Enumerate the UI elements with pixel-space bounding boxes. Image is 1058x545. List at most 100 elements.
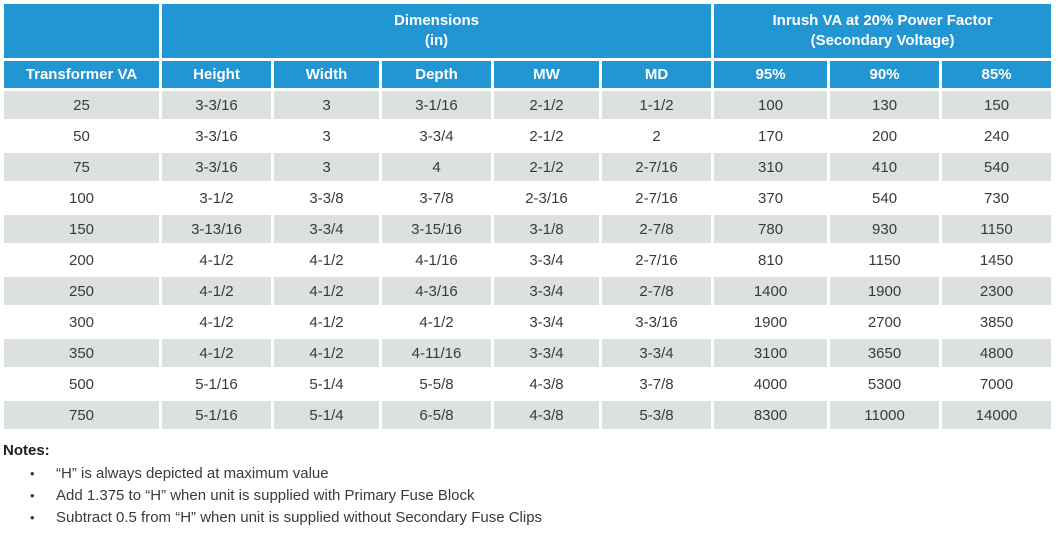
table-cell: 100 xyxy=(1,181,162,215)
note-item: • Subtract 0.5 from “H” when unit is sup… xyxy=(3,507,1003,529)
table-cell: 4-1/2 xyxy=(159,274,274,308)
group-header-row: Dimensions (in) Inrush VA at 20% Power Fa… xyxy=(1,1,1055,61)
table-cell: 4000 xyxy=(711,367,831,401)
table-cell: 14000 xyxy=(939,398,1055,432)
bullet-icon: • xyxy=(30,488,35,503)
table-cell: 540 xyxy=(939,150,1055,184)
table-cell: 100 xyxy=(711,88,831,122)
table-cell: 4-11/16 xyxy=(379,336,494,370)
table-row: 250 4-1/2 4-1/2 4-3/16 3-3/4 2-7/8 1400 1900 230… xyxy=(1,274,1055,308)
table-cell: 3-3/16 xyxy=(159,88,274,122)
table-cell: 5-1/4 xyxy=(271,367,382,401)
table-cell: 1-1/2 xyxy=(598,88,715,122)
table-cell: 370 xyxy=(711,181,831,215)
table-cell: 3850 xyxy=(939,305,1055,339)
table-cell: 780 xyxy=(711,212,831,246)
table-cell: 2-7/16 xyxy=(598,150,715,184)
table-cell: 8300 xyxy=(711,398,831,432)
table-cell: 1450 xyxy=(939,243,1055,277)
table-cell: 2 xyxy=(598,119,715,153)
table-cell: 3-3/4 xyxy=(598,336,715,370)
table-cell: 3-3/4 xyxy=(271,212,382,246)
table-cell: 4-1/2 xyxy=(271,336,382,370)
table-cell: 3-3/16 xyxy=(598,305,715,339)
table-cell: 3-1/2 xyxy=(159,181,274,215)
table-cell: 1900 xyxy=(711,305,831,339)
table-cell: 2-7/8 xyxy=(598,274,715,308)
table-cell: 5-1/16 xyxy=(159,367,274,401)
column-header-cell: 90% xyxy=(827,58,943,91)
table-cell: 3 xyxy=(271,150,382,184)
table-cell: 170 xyxy=(711,119,831,153)
table-row: 350 4-1/2 4-1/2 4-11/16 3-3/4 3-3/4 3100 3650 48… xyxy=(1,336,1055,370)
table-cell: 5-1/4 xyxy=(271,398,382,432)
table-row: 300 4-1/2 4-1/2 4-1/2 3-3/4 3-3/16 1900 2700 385… xyxy=(1,305,1055,339)
note-text: Add 1.375 to “H” when unit is supplied w… xyxy=(56,487,475,504)
table-cell: 4 xyxy=(379,150,494,184)
table-cell: 4-1/2 xyxy=(159,243,274,277)
table-cell: 250 xyxy=(1,274,162,308)
group-header-cell: Inrush VA at 20% Power Factor (Secondary… xyxy=(711,1,1055,61)
column-header-cell: 85% xyxy=(939,58,1055,91)
note-text: “H” is always depicted at maximum value xyxy=(56,465,329,482)
table-cell: 5-3/8 xyxy=(598,398,715,432)
table-row: 150 3-13/16 3-3/4 3-15/16 3-1/8 2-7/8 780 930 11… xyxy=(1,212,1055,246)
table-cell: 7000 xyxy=(939,367,1055,401)
table-cell: 4-1/2 xyxy=(271,274,382,308)
table-cell: 730 xyxy=(939,181,1055,215)
note-item: • Add 1.375 to “H” when unit is supplied… xyxy=(3,485,1003,507)
table-cell: 2-3/16 xyxy=(491,181,602,215)
table-cell: 350 xyxy=(1,336,162,370)
table-cell: 3 xyxy=(271,119,382,153)
table-cell: 3-3/16 xyxy=(159,119,274,153)
table-cell: 3-3/16 xyxy=(159,150,274,184)
table-cell: 4-1/2 xyxy=(159,336,274,370)
table-cell: 3-15/16 xyxy=(379,212,494,246)
table-cell: 4-1/2 xyxy=(159,305,274,339)
column-header-cell: Transformer VA xyxy=(1,58,162,91)
table-cell: 6-5/8 xyxy=(379,398,494,432)
table-cell: 75 xyxy=(1,150,162,184)
table-cell: 2-1/2 xyxy=(491,88,602,122)
table-header: Dimensions (in) Inrush VA at 20% Power Fa… xyxy=(1,1,1055,91)
bullet-icon: • xyxy=(30,510,35,525)
table-row: 25 3-3/16 3 3-1/16 2-1/2 1-1/2 100 130 150 xyxy=(1,88,1055,122)
group-header-cell xyxy=(1,1,162,61)
column-header-cell: Depth xyxy=(379,58,494,91)
table-cell: 1900 xyxy=(827,274,943,308)
note-item: • “H” is always depicted at maximum valu… xyxy=(3,463,1003,485)
table-cell: 3-13/16 xyxy=(159,212,274,246)
table-cell: 1400 xyxy=(711,274,831,308)
column-header-cell: 95% xyxy=(711,58,831,91)
table-cell: 2-1/2 xyxy=(491,119,602,153)
transformer-spec-table: Dimensions (in) Inrush VA at 20% Power Fa… xyxy=(1,1,1055,432)
table-cell: 3-3/4 xyxy=(379,119,494,153)
table-cell: 3-3/4 xyxy=(491,274,602,308)
column-header-cell: Height xyxy=(159,58,274,91)
bullet-icon: • xyxy=(30,466,35,481)
table-cell: 3650 xyxy=(827,336,943,370)
table-cell: 1150 xyxy=(827,243,943,277)
table-cell: 5300 xyxy=(827,367,943,401)
table-cell: 25 xyxy=(1,88,162,122)
table-cell: 810 xyxy=(711,243,831,277)
table-cell: 930 xyxy=(827,212,943,246)
table-row: 75 3-3/16 3 4 2-1/2 2-7/16 310 410 540 xyxy=(1,150,1055,184)
table-cell: 3 xyxy=(271,88,382,122)
table-cell: 2-7/8 xyxy=(598,212,715,246)
table-cell: 500 xyxy=(1,367,162,401)
table-cell: 5-5/8 xyxy=(379,367,494,401)
group-header-cell: Dimensions (in) xyxy=(158,1,715,61)
table-cell: 3-3/4 xyxy=(491,243,602,277)
table-cell: 540 xyxy=(827,181,943,215)
table-cell: 2-7/16 xyxy=(598,243,715,277)
table-cell: 4-1/16 xyxy=(379,243,494,277)
table-cell: 130 xyxy=(827,88,943,122)
table-cell: 150 xyxy=(1,212,162,246)
table-row: 100 3-1/2 3-3/8 3-7/8 2-3/16 2-7/16 370 540 730 xyxy=(1,181,1055,215)
table-cell: 200 xyxy=(1,243,162,277)
table-cell: 750 xyxy=(1,398,162,432)
table-cell: 3-3/8 xyxy=(271,181,382,215)
table-cell: 200 xyxy=(827,119,943,153)
